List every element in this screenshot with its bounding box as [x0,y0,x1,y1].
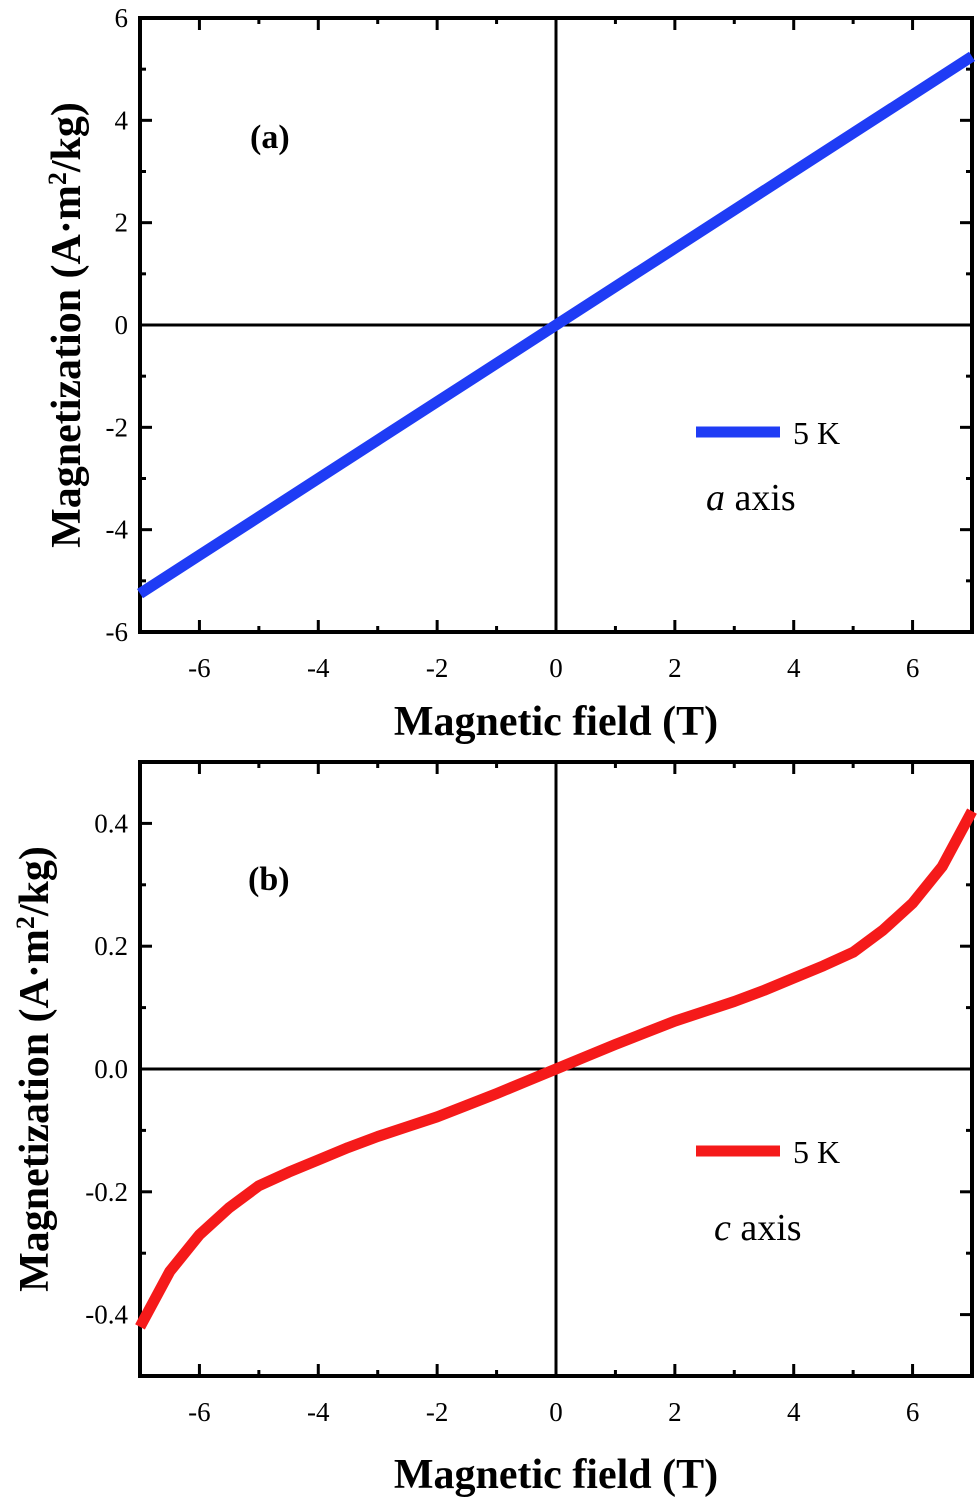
panel-b-y-tick-label: -0.2 [85,1177,128,1207]
panel-a-x-tick-label: 2 [668,653,682,683]
panel-b-y-axis-title: Magnetization (A·m2/kg) [11,846,59,1292]
panel-a-y-tick-label: 6 [115,3,129,33]
panel-a-x-tick-label: -4 [307,653,330,683]
panel-b-y-title-sup: 2 [11,916,40,929]
panel-b-y-title-main: Magnetization (A·m [12,929,58,1292]
panel-b-y-tick-label: 0.0 [94,1054,128,1084]
panel-a-x-tick-label: 0 [549,653,563,683]
panel-b-x-tick-label: -4 [307,1397,330,1427]
panel-b-axis-annotation: c axis [714,1207,802,1249]
panel-b: -6 -4 -2 0 2 4 6 0.4 0.2 0.0 -0.2 -0.4 (b) 5 K c ax… [11,760,977,1498]
panel-b-annotation-rest: axis [731,1207,802,1249]
panel-a-series-line [137,51,975,599]
panel-a-axis-annotation: a axis [706,477,796,519]
panel-a-x-tick-label: 6 [906,653,920,683]
panel-a-y-tick-label: 4 [115,105,129,135]
panel-a-y-title-end: /kg) [44,102,90,173]
panel-a-plot-frame [138,16,974,634]
panel-a-x-tick-label: -6 [188,653,211,683]
panel-a-y-tick-label: -6 [106,617,129,647]
panel-b-x-tick-label: -2 [426,1397,449,1427]
panel-b-series-line [135,808,977,1330]
panel-a-axes: -6 -4 -2 0 2 4 6 6 4 2 0 -2 -4 -6 [106,3,974,683]
panel-b-x-tick-label: 2 [668,1397,682,1427]
panel-b-x-tick-label: 0 [549,1397,563,1427]
panel-a-x-tick-label: 4 [787,653,801,683]
panel-a-y-tick-label: 2 [115,208,129,238]
panel-a-y-tick-label: 0 [115,310,129,340]
panel-a: -6 -4 -2 0 2 4 6 6 4 2 0 -2 -4 -6 (a) 5 K a axis Magn… [43,3,975,745]
panel-b-x-tick-label: -6 [188,1397,211,1427]
panel-b-x-axis-title: Magnetic field (T) [394,1452,718,1498]
panel-b-x-tick-label: 6 [906,1397,920,1427]
panel-b-axes: -6 -4 -2 0 2 4 6 0.4 0.2 0.0 -0.2 -0.4 [85,760,974,1427]
panel-b-x-tick-label: 4 [787,1397,801,1427]
panel-a-y-tick-label: -4 [106,515,129,545]
panel-b-y-tick-label: -0.4 [85,1300,128,1330]
panel-a-series [137,51,975,599]
panel-b-legend-label: 5 K [793,1134,840,1170]
panel-a-annotation-italic: a [706,477,725,519]
panel-b-label: (b) [248,861,290,898]
panel-b-annotation-italic: c [714,1207,731,1249]
panel-a-y-tick-label: -2 [106,412,129,442]
panel-a-y-title-main: Magnetization (A·m [44,185,90,548]
panel-b-y-tick-label: 0.4 [94,808,128,838]
panel-a-x-tick-label: -2 [426,653,449,683]
panel-a-label: (a) [250,119,290,156]
panel-a-y-title-sup: 2 [43,172,72,185]
panel-a-annotation-rest: axis [725,477,796,519]
panel-b-y-tick-label: 0.2 [94,931,128,961]
panel-b-plot-frame [138,760,974,1378]
panel-a-x-axis-title: Magnetic field (T) [394,699,718,745]
panel-a-y-axis-title: Magnetization (A·m2/kg) [43,102,91,548]
panel-b-series [135,808,977,1330]
panel-a-legend-label: 5 K [793,415,840,451]
panel-b-y-title-end: /kg) [12,846,58,917]
